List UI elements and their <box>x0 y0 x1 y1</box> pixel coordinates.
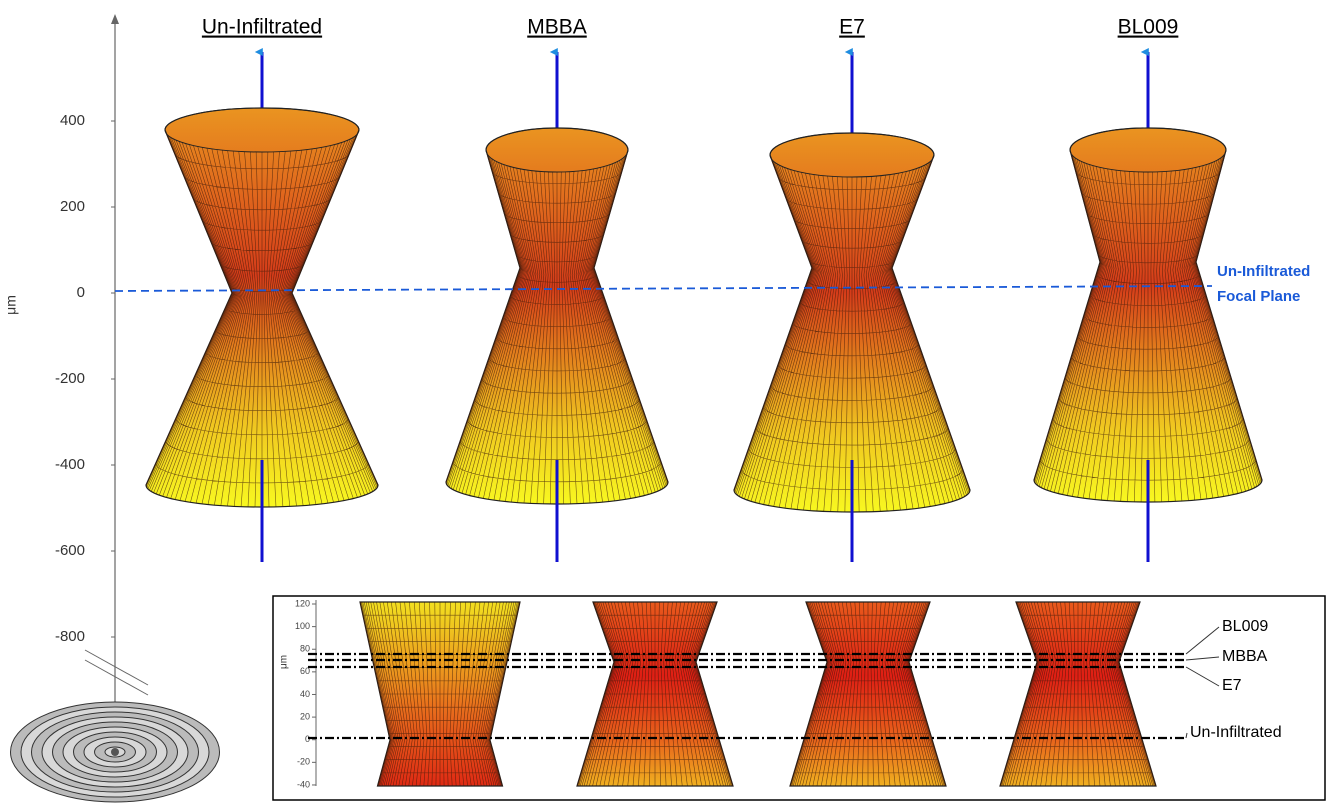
inset-tick-label: 20 <box>300 711 310 721</box>
axis-label: μm <box>3 295 19 315</box>
inset-tick-label: 100 <box>295 621 310 631</box>
inset-line-label: MBBA <box>1222 648 1268 665</box>
inset-tick-label: 80 <box>300 644 310 654</box>
column-title: MBBA <box>527 16 587 39</box>
disc-center <box>111 748 119 756</box>
focal-label: Focal Plane <box>1217 288 1300 305</box>
tick-label: -800 <box>55 628 85 645</box>
figure: 400 200 0 -200 -400 -600 -800 μm Un-Infiltrated M… <box>0 0 1341 806</box>
hourglass-grid <box>146 130 378 507</box>
hourglass-grid <box>1034 150 1262 502</box>
tick-label: -400 <box>55 456 85 473</box>
column-title: Un-Infiltrated <box>202 16 322 39</box>
axis-break <box>85 650 148 685</box>
focal-label: Un-Infiltrated <box>1217 263 1310 280</box>
inset-tick-label: -40 <box>297 779 310 789</box>
column-title: E7 <box>839 16 865 39</box>
inset-tick-label: 40 <box>300 689 310 699</box>
hourglass <box>146 108 378 507</box>
diagram: 400 200 0 -200 -400 -600 -800 μm Un-Infiltrated M… <box>3 14 1325 802</box>
tick-label: 400 <box>60 112 85 129</box>
inset-line-label: E7 <box>1222 677 1242 694</box>
axis-arrow <box>111 14 119 24</box>
axis-break <box>85 660 148 695</box>
hourglass <box>446 128 668 504</box>
inset-line-label: BL009 <box>1222 618 1268 635</box>
inset-tick-label: 120 <box>295 598 310 608</box>
tick-label: -600 <box>55 542 85 559</box>
tick-label: 200 <box>60 198 85 215</box>
inset-line-label: Un-Infiltrated <box>1190 724 1282 741</box>
column-title: BL009 <box>1118 16 1179 39</box>
hourglass <box>734 133 970 512</box>
inset-axis-label: μm <box>279 655 290 669</box>
tick-label: 0 <box>77 284 85 301</box>
hourglass <box>1034 128 1262 502</box>
inset-tick-label: -20 <box>297 757 310 767</box>
tick-label: -200 <box>55 370 85 387</box>
